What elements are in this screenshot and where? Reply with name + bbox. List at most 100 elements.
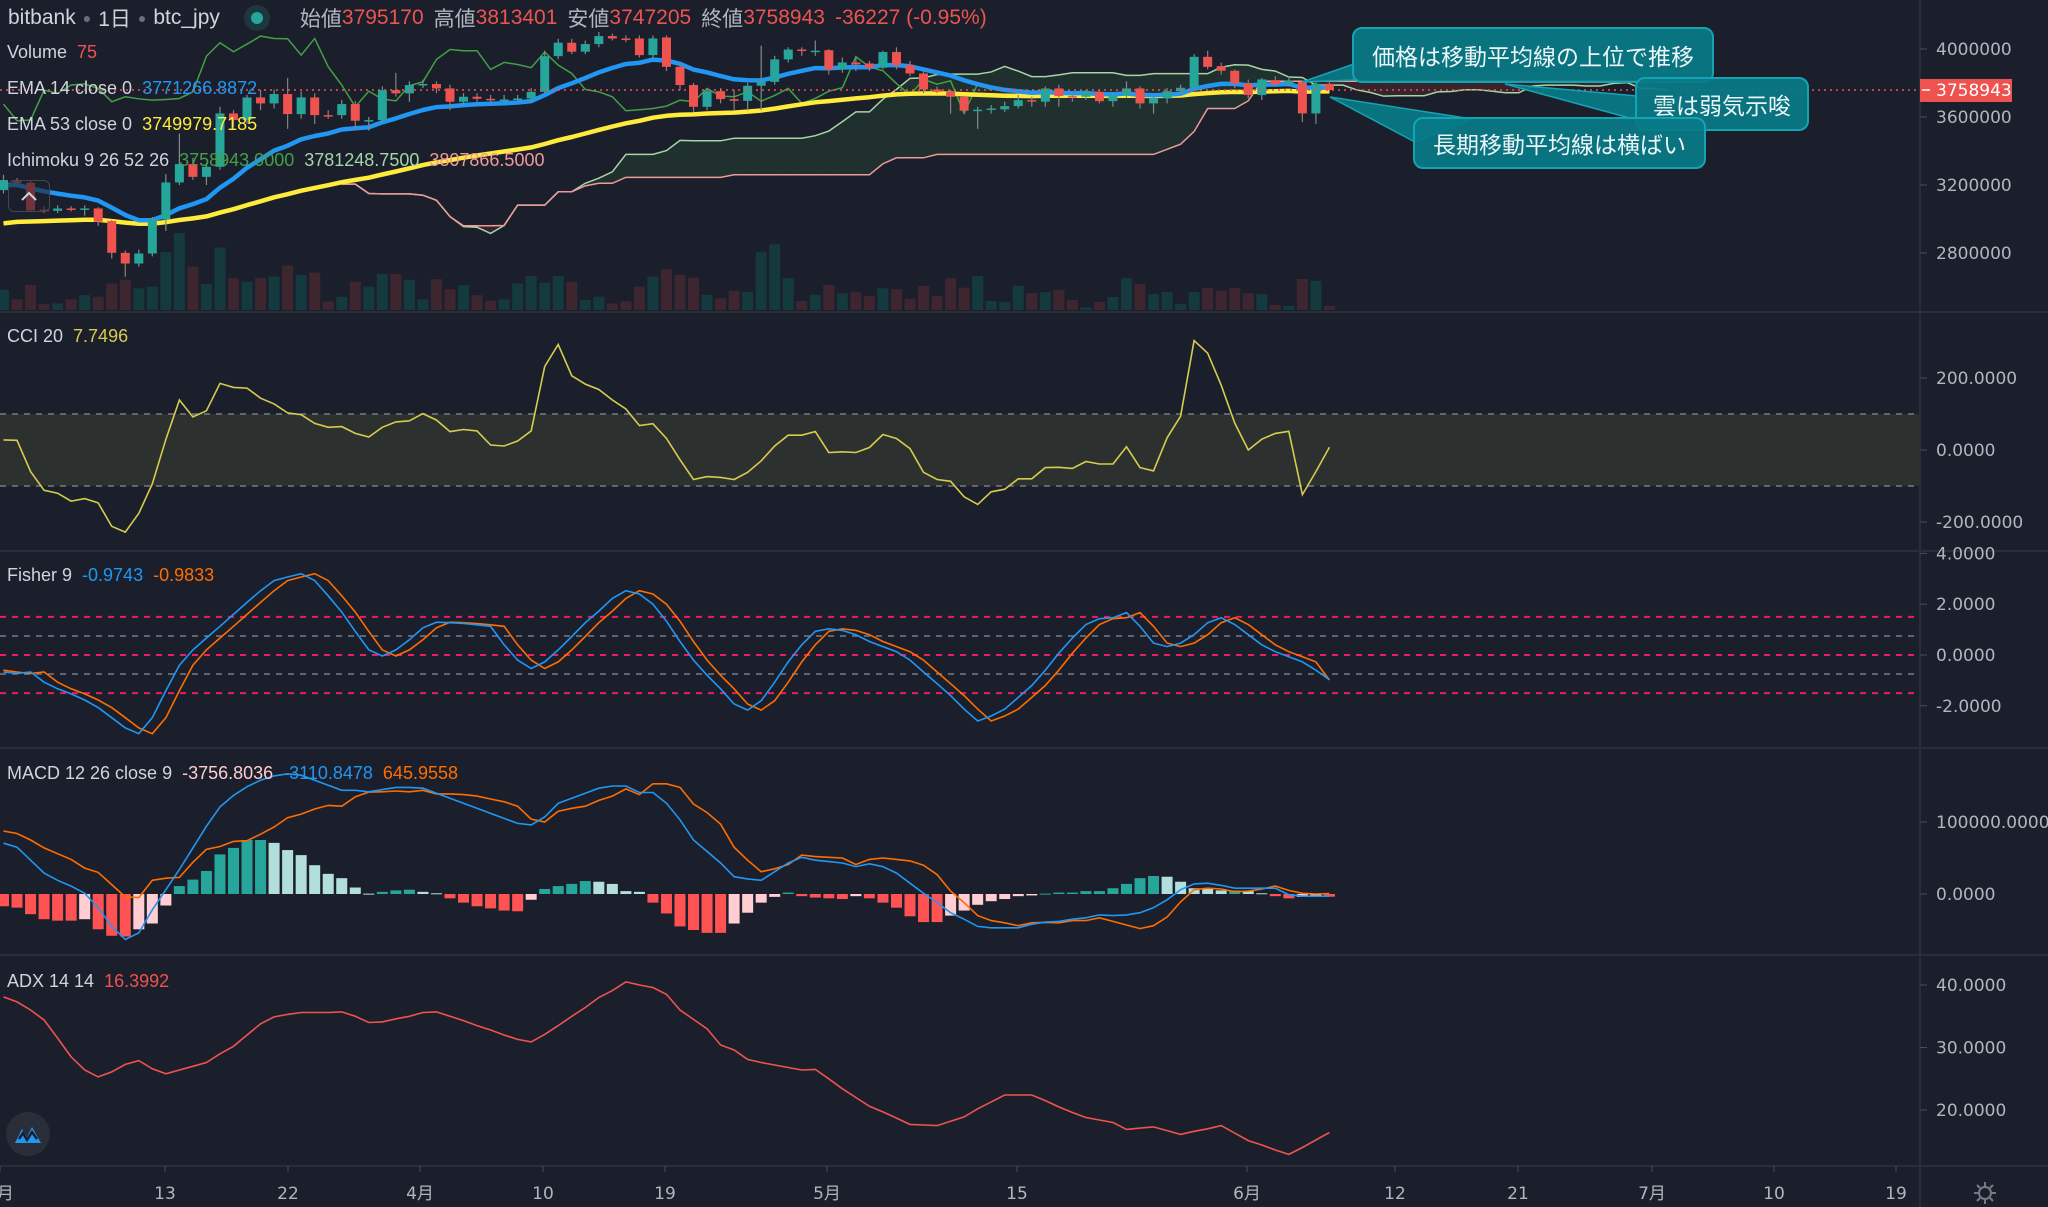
- interval-label[interactable]: 1日: [98, 8, 131, 31]
- time-axis-label: 22: [277, 1184, 299, 1204]
- annotation-callout[interactable]: 価格は移動平均線の上位で推移: [1352, 27, 1714, 83]
- volume-bar: [1188, 291, 1200, 310]
- volume-bar: [633, 286, 645, 310]
- legend-title: CCI 20: [7, 326, 64, 346]
- candle-body: [107, 221, 117, 253]
- annotation-callout[interactable]: 長期移動平均線は横ばい: [1413, 117, 1706, 169]
- macd-histogram-bar: [1310, 894, 1322, 897]
- macd-histogram-bar: [498, 894, 510, 911]
- candle-body: [1027, 100, 1037, 102]
- candle-body: [607, 36, 617, 39]
- low-value: 3747205: [609, 6, 692, 29]
- cloud-segment: [1356, 81, 1371, 93]
- candle: [93, 207, 103, 226]
- cloud-segment: [1451, 80, 1465, 92]
- macd-histogram-bar: [1107, 888, 1119, 894]
- macd-histogram-bar: [1148, 876, 1160, 894]
- volume-bar: [214, 247, 226, 310]
- candle: [472, 93, 482, 102]
- cloud-segment: [869, 99, 883, 175]
- legend-fisher[interactable]: Fisher 9 -0.9743 -0.9833: [7, 565, 224, 586]
- candle: [756, 45, 766, 111]
- cloud-segment: [1207, 67, 1222, 109]
- symbol-name[interactable]: btc_jpy: [153, 6, 220, 29]
- time-axis-label: 7月: [1638, 1184, 1666, 1204]
- candle: [1067, 93, 1077, 102]
- macd-histogram-bar: [11, 894, 23, 908]
- candle-body: [553, 42, 563, 57]
- macd-histogram-bar: [566, 883, 578, 894]
- volume-bar: [1107, 297, 1119, 310]
- tradingview-logo-icon[interactable]: [6, 1112, 50, 1156]
- candle-body: [66, 208, 76, 210]
- volume-bar: [972, 276, 984, 310]
- macd-histogram-bar: [187, 879, 199, 894]
- candle-body: [810, 50, 820, 53]
- candle: [526, 88, 536, 102]
- volume-bar: [620, 301, 632, 310]
- volume-bar: [1269, 304, 1281, 310]
- candle-body: [702, 91, 712, 107]
- macd-histogram-bar: [119, 894, 131, 937]
- volume-bar: [1161, 291, 1173, 310]
- open-value: 3795170: [341, 6, 424, 29]
- candle-body: [1054, 88, 1064, 97]
- candle: [1257, 77, 1267, 100]
- legend-ema14[interactable]: EMA 14 close 0 3771266.8872: [7, 78, 267, 99]
- candle-body: [729, 99, 739, 101]
- candle-body: [1067, 96, 1077, 98]
- macd-histogram-bar: [1161, 876, 1173, 894]
- macd-histogram-bar: [593, 881, 605, 894]
- cloud-segment: [1085, 72, 1100, 155]
- volume-bar: [336, 296, 348, 310]
- cloud-segment: [1370, 81, 1384, 97]
- candle: [445, 84, 455, 111]
- legend-ichimoku[interactable]: Ichimoku 9 26 52 26 3758943.0000 3781248.7…: [7, 150, 554, 171]
- legend-cci[interactable]: CCI 20 7.7496: [7, 326, 138, 347]
- volume-bar: [417, 299, 429, 310]
- exchange-name[interactable]: bitbank: [8, 6, 76, 29]
- candle-body: [80, 208, 90, 210]
- candle-body: [283, 94, 293, 115]
- legend-macd[interactable]: MACD 12 26 close 9 -3756.8036 -3110.8478 64…: [7, 763, 468, 784]
- candle-body: [1013, 100, 1023, 107]
- candle: [540, 50, 550, 94]
- candle-body: [1189, 56, 1199, 88]
- time-axis-label: 5月: [813, 1184, 841, 1204]
- macd-line: [3, 772, 1330, 941]
- legend-volume[interactable]: Volume 75: [7, 42, 107, 63]
- time-axis-label: 3月: [0, 1184, 14, 1204]
- candle-body: [1162, 91, 1172, 99]
- legend-adx[interactable]: ADX 14 14 16.3992: [7, 971, 179, 992]
- volume-bar: [1202, 288, 1214, 310]
- close-label: 終値: [701, 8, 744, 31]
- volume-bar: [133, 288, 145, 310]
- macd-histogram-bar: [228, 847, 240, 894]
- volume-bar: [769, 244, 781, 310]
- candle: [567, 38, 577, 55]
- cloud-segment: [1153, 73, 1168, 155]
- candle-body: [743, 85, 753, 101]
- candle: [1189, 54, 1199, 90]
- macd-histogram-bar: [1053, 892, 1065, 894]
- legend-ema53[interactable]: EMA 53 close 0 3749979.7185: [7, 114, 267, 135]
- volume-bar: [836, 293, 848, 310]
- macd-histogram-bar: [1269, 894, 1281, 897]
- legend-lagging: 3758943.0000: [179, 150, 295, 170]
- cloud-segment: [761, 138, 775, 175]
- candle-body: [215, 113, 225, 167]
- macd-histogram-bar: [972, 894, 984, 905]
- candle-body: [756, 81, 766, 86]
- volume-bar: [1148, 294, 1160, 310]
- candle-body: [53, 208, 63, 211]
- cloud-segment: [1058, 72, 1073, 155]
- macd-histogram-bar: [106, 894, 118, 936]
- volume-bar: [809, 294, 821, 310]
- cloud-segment: [937, 74, 951, 155]
- axis-tick-label: 4.0000: [1936, 544, 1995, 564]
- gear-icon[interactable]: [1972, 1180, 1998, 1206]
- collapse-legend-button[interactable]: [8, 180, 50, 212]
- candle: [391, 72, 401, 97]
- cloud-segment: [1478, 80, 1492, 92]
